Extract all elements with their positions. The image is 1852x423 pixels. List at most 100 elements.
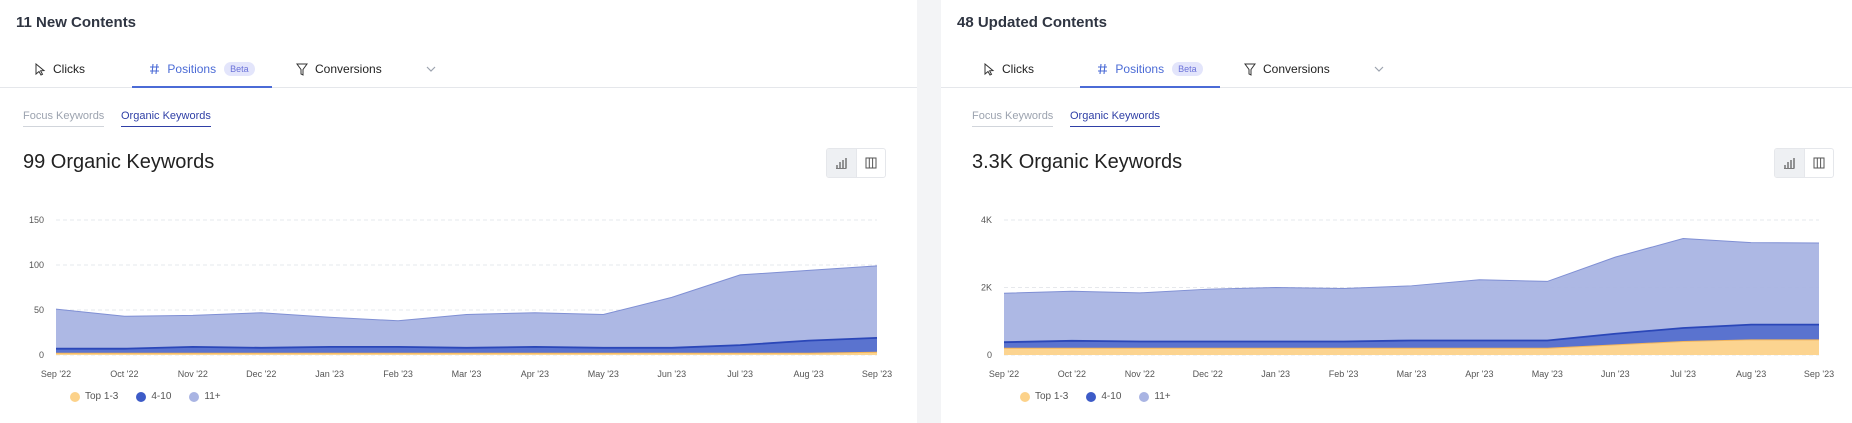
updated-contents-panel: 48 Updated Contents Clicks Positions Bet…: [941, 0, 1852, 423]
x-tick-label: Nov '22: [1125, 369, 1155, 379]
metric-tabs: Clicks Positions Beta Conversions: [941, 52, 1852, 88]
x-tick-label: Oct '22: [110, 369, 138, 379]
filter-icon: [296, 63, 308, 76]
y-tick-label: 0: [39, 350, 44, 360]
y-tick-label: 150: [29, 215, 44, 225]
legend-item-mid[interactable]: 4-10: [1086, 391, 1121, 402]
legend-label: 4-10: [151, 391, 172, 402]
y-tick-label: 0: [987, 350, 992, 360]
legend-label: Top 1-3: [85, 391, 119, 402]
positions-area-chart: 0 2K 4K Sep '22 Oct '22 Nov '22 Dec '22 Jan '23…: [981, 215, 1834, 379]
y-tick-label: 4K: [981, 215, 992, 225]
tab-conversions[interactable]: Conversions: [296, 52, 382, 86]
tab-label: Conversions: [1263, 62, 1330, 76]
chart-view-button[interactable]: [1775, 149, 1805, 177]
x-tick-label: Jun '23: [1601, 369, 1630, 379]
x-tick-label: May '23: [1532, 369, 1563, 379]
legend-dot-top: [1020, 391, 1030, 402]
legend-item-eleven[interactable]: 11+: [189, 391, 221, 402]
beta-badge: Beta: [224, 62, 255, 76]
cursor-icon: [984, 62, 995, 76]
tab-label: Positions: [1115, 62, 1165, 76]
beta-badge: Beta: [1172, 62, 1203, 76]
area-11-plus-line: [1003, 238, 1820, 294]
tab-conversions[interactable]: Conversions: [1244, 52, 1330, 86]
legend-item-mid[interactable]: 4-10: [136, 391, 171, 402]
tab-label: Positions: [167, 62, 217, 76]
x-tick-label: Sep '22: [41, 369, 71, 379]
bar-chart-icon: [836, 158, 847, 169]
area-11-plus: [56, 265, 877, 349]
legend-label: 4-10: [1101, 391, 1122, 402]
view-toggle: [826, 148, 886, 178]
x-tick-label: Sep '22: [989, 369, 1019, 379]
subtab-organic-keywords[interactable]: Organic Keywords: [121, 110, 211, 127]
y-tick-label: 2K: [981, 283, 992, 293]
chevron-down-icon[interactable]: [1373, 63, 1385, 75]
x-tick-label: Sep '23: [1804, 369, 1834, 379]
tab-positions[interactable]: Positions Beta: [132, 52, 272, 88]
chart-view-button[interactable]: [827, 149, 857, 177]
x-tick-label: Jun '23: [657, 369, 686, 379]
legend-item-top[interactable]: Top 1-3: [70, 391, 118, 402]
chevron-down-icon[interactable]: [425, 63, 437, 75]
area-4-10: [56, 337, 877, 354]
hash-icon: [150, 63, 160, 75]
x-tick-label: Sep '23: [862, 369, 892, 379]
legend-dot-mid: [136, 391, 147, 402]
keywords-count-heading: 3.3K Organic Keywords: [972, 151, 1183, 173]
table-icon: [865, 157, 877, 169]
x-tick-label: Jul '23: [727, 369, 753, 379]
x-tick-label: Feb '23: [1329, 369, 1359, 379]
legend-item-top[interactable]: Top 1-3: [1020, 391, 1068, 402]
panel-title: 11 New Contents: [16, 14, 137, 31]
x-tick-label: Aug '23: [793, 369, 823, 379]
legend-dot-top: [70, 391, 80, 402]
cursor-icon: [35, 62, 46, 76]
table-view-button[interactable]: [1805, 149, 1834, 177]
y-tick-label: 100: [29, 260, 44, 270]
y-tick-label: 50: [34, 305, 44, 315]
area-top-1-3-line: [1004, 339, 1819, 349]
hash-icon: [1098, 63, 1108, 75]
x-tick-label: Mar '23: [1397, 369, 1427, 379]
x-tick-label: Oct '22: [1058, 369, 1086, 379]
x-tick-label: Nov '22: [178, 369, 208, 379]
tab-clicks[interactable]: Clicks: [34, 52, 85, 86]
tab-label: Conversions: [315, 62, 382, 76]
new-contents-panel: 11 New Contents Clicks Positions Beta Co…: [0, 0, 917, 423]
legend-item-eleven[interactable]: 11+: [1139, 391, 1171, 402]
area-top-1-3-line: [56, 351, 878, 354]
subtab-focus-keywords[interactable]: Focus Keywords: [23, 110, 105, 127]
x-tick-label: Jan '23: [1261, 369, 1290, 379]
keywords-count-heading: 99 Organic Keywords: [23, 151, 215, 173]
chart-legend: Top 1-3 4-10 11+: [70, 391, 239, 402]
legend-dot-eleven: [189, 391, 200, 402]
x-tick-label: Apr '23: [521, 369, 549, 379]
tab-clicks[interactable]: Clicks: [983, 52, 1034, 86]
metric-tabs: Clicks Positions Beta Conversions: [0, 52, 917, 88]
subtab-focus-keywords[interactable]: Focus Keywords: [972, 110, 1054, 127]
x-tick-label: May '23: [588, 369, 619, 379]
x-tick-label: Mar '23: [452, 369, 482, 379]
area-top-1-3: [1004, 339, 1819, 355]
tab-label: Clicks: [53, 62, 85, 76]
x-tick-label: Jul '23: [1670, 369, 1696, 379]
table-icon: [1813, 157, 1825, 169]
area-4-10-line: [56, 337, 878, 350]
x-tick-label: Feb '23: [383, 369, 413, 379]
bar-chart-icon: [1784, 158, 1795, 169]
x-tick-label: Apr '23: [1465, 369, 1493, 379]
area-11-plus: [1004, 238, 1819, 343]
x-tick-label: Dec '22: [1193, 369, 1223, 379]
tab-positions[interactable]: Positions Beta: [1080, 52, 1220, 88]
area-4-10-line: [1003, 323, 1819, 344]
legend-label: Top 1-3: [1035, 391, 1069, 402]
table-view-button[interactable]: [857, 149, 886, 177]
subtab-organic-keywords[interactable]: Organic Keywords: [1070, 110, 1160, 127]
x-tick-label: Jan '23: [315, 369, 344, 379]
legend-label: 11+: [1154, 391, 1171, 402]
panel-title: 48 Updated Contents: [957, 14, 1108, 31]
legend-label: 11+: [204, 391, 221, 402]
chart-legend: Top 1-3 4-10 11+: [1020, 391, 1189, 402]
